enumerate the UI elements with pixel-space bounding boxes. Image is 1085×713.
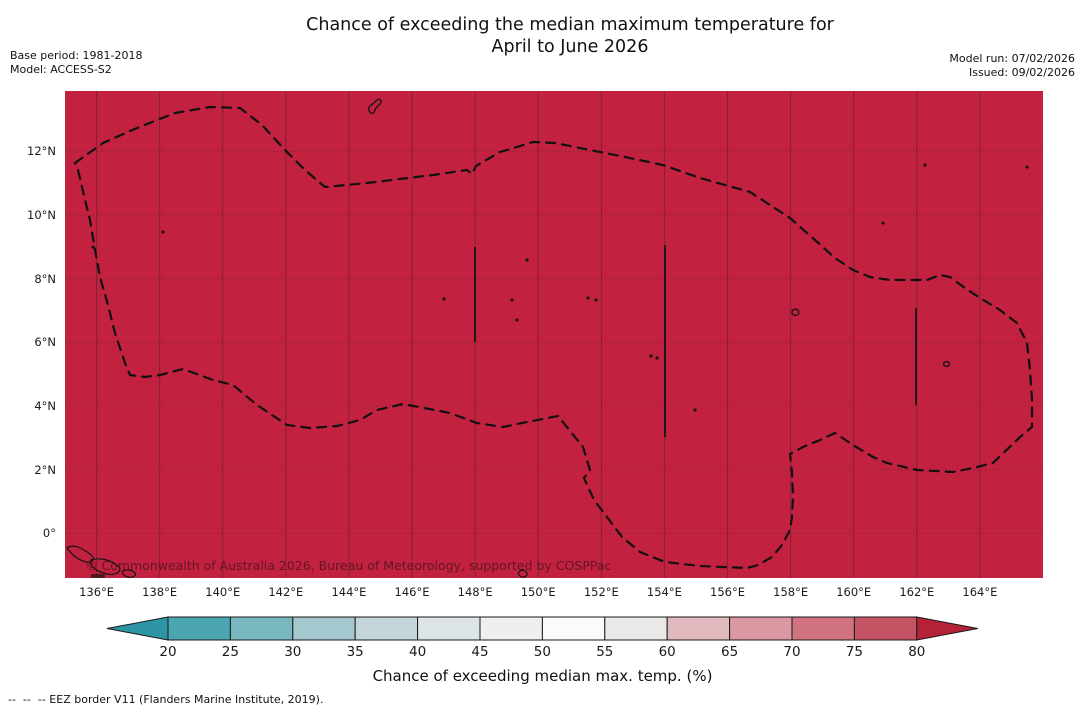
x-tick-label: 150°E [520, 585, 556, 599]
y-tick-label: 8°N [34, 271, 56, 286]
island-dot [515, 318, 519, 322]
coastline [91, 574, 105, 578]
y-tick-label: 4°N [34, 399, 56, 414]
chart-title-line1: Chance of exceeding the median maximum t… [306, 15, 834, 35]
colorbar-segment [479, 616, 543, 641]
colorbar-left-arrow [106, 616, 169, 641]
colorbar-segment [417, 616, 481, 641]
chart-title: Chance of exceeding the median maximum t… [55, 14, 1085, 58]
issued-label: Issued: 09/02/2026 [968, 66, 1075, 79]
island-dot [510, 298, 514, 302]
y-tick-label: 12°N [27, 144, 56, 159]
model-info: Base period: 1981-2018 Model: ACCESS-S2 [10, 49, 142, 77]
x-tick-label: 152°E [583, 585, 619, 599]
eez-border [73, 105, 1034, 570]
copyright-watermark: © Commonwealth of Australia 2026, Bureau… [85, 558, 612, 573]
x-tick-label: 148°E [457, 585, 493, 599]
x-tick-label: 160°E [836, 585, 872, 599]
x-tick-label: 164°E [962, 585, 998, 599]
coastline [90, 558, 121, 576]
x-tick-label: 138°E [142, 585, 178, 599]
y-tick-label: 6°N [34, 335, 56, 350]
x-tick-label: 156°E [710, 585, 745, 599]
island-dots [91, 163, 1029, 412]
colorbar-label: Chance of exceeding median max. temp. (%… [372, 667, 713, 685]
colorbar [106, 616, 978, 641]
base-period-label: Base period: 1981-2018 [10, 49, 143, 62]
colorbar-segment [229, 616, 294, 641]
model-label: Model: ACCESS-S2 [10, 63, 112, 76]
probability-field [65, 91, 1043, 578]
x-tick-label: 158°E [773, 585, 809, 599]
eez-footnote: -- -- -- EEZ border V11 (Flanders Marine… [8, 693, 324, 706]
x-tick-label: 146°E [394, 585, 430, 599]
x-tick-label: 144°E [331, 585, 367, 599]
colorbar-segment [791, 616, 855, 641]
island-outline-pohnpei [791, 308, 800, 317]
colorbar-tick-label: 75 [845, 644, 863, 660]
colorbar-tick-label: 40 [409, 644, 427, 660]
map-canvas [65, 91, 1043, 578]
colorbar-tick-label: 70 [783, 644, 801, 660]
island-dot [161, 230, 165, 234]
x-tick-label: 154°E [646, 585, 682, 599]
colorbar-segment [167, 616, 231, 641]
chart-title-line2: April to June 2026 [491, 37, 649, 57]
coastline [517, 569, 528, 578]
colorbar-tick-label: 25 [221, 644, 239, 660]
island-dot [442, 297, 446, 301]
island-dot [693, 408, 697, 412]
colorbar-segment [604, 616, 668, 641]
island-outline-kosrae [942, 360, 950, 367]
run-info: Model run: 07/02/2026 Issued: 09/02/2026 [949, 52, 1075, 80]
coastline [121, 569, 137, 578]
colorbar-segment [292, 616, 356, 641]
colorbar-segment [541, 616, 606, 641]
island-dot [586, 296, 590, 300]
colorbar-tick-label: 20 [159, 644, 177, 660]
x-tick-label: 140°E [205, 585, 241, 599]
island-dot [594, 298, 598, 302]
colorbar-tick-label: 50 [533, 644, 551, 660]
island-outline-guam [368, 98, 382, 115]
island-dot [655, 356, 659, 360]
colorbar-segment [853, 616, 918, 641]
island-dot [923, 163, 927, 167]
island-dot [1025, 165, 1029, 169]
x-tick-label: 142°E [268, 585, 304, 599]
island-dot [881, 221, 885, 225]
colorbar-tick-label: 60 [658, 644, 676, 660]
colorbar-tick-label: 55 [596, 644, 614, 660]
map-panel: © Commonwealth of Australia 2026, Bureau… [65, 91, 1043, 578]
x-tick-label: 136°E [79, 585, 115, 599]
colorbar-tick-label: 65 [721, 644, 739, 660]
island-dot [649, 354, 653, 358]
colorbar-tick-label: 80 [908, 644, 926, 660]
colorbar-segment [729, 616, 793, 641]
colorbar-tick-label: 45 [471, 644, 489, 660]
y-tick-label: 10°N [27, 208, 56, 223]
colorbar-right-arrow [916, 616, 978, 641]
x-tick-label: 162°E [899, 585, 935, 599]
y-tick-label: 2°N [34, 462, 56, 477]
island-dot [525, 258, 529, 262]
colorbar-tick-label: 30 [284, 644, 302, 660]
colorbar-tick-label: 35 [346, 644, 364, 660]
colorbar-segment [666, 616, 731, 641]
colorbar-segment [354, 616, 419, 641]
model-run-label: Model run: 07/02/2026 [949, 52, 1075, 65]
y-tick-label: 0° [42, 526, 56, 541]
